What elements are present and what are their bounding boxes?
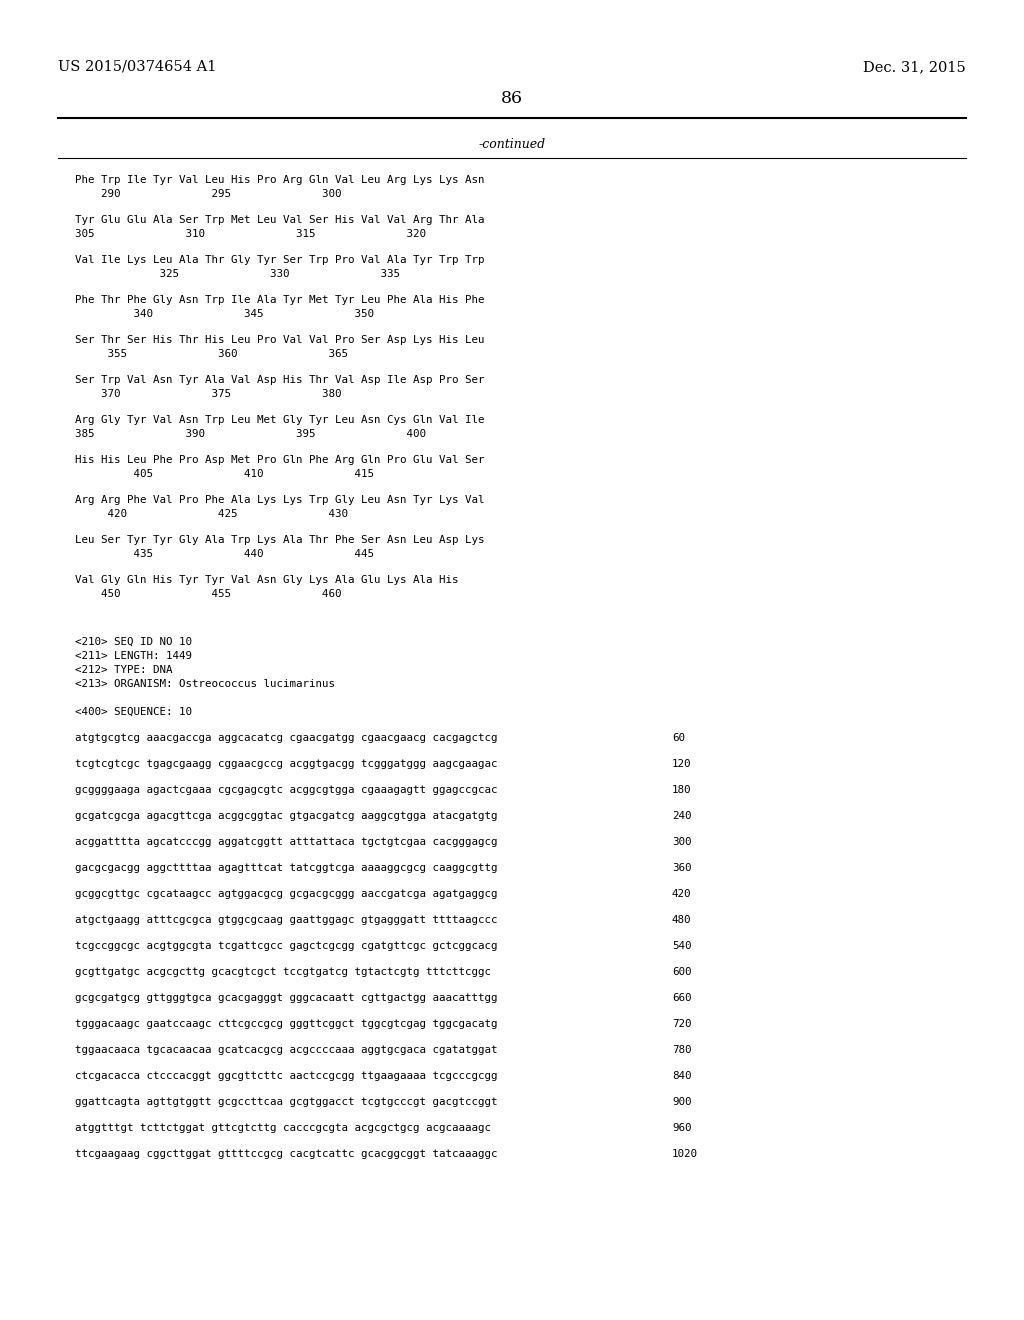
Text: 370              375              380: 370 375 380 (75, 389, 341, 399)
Text: Ser Thr Ser His Thr His Leu Pro Val Val Pro Ser Asp Lys His Leu: Ser Thr Ser His Thr His Leu Pro Val Val … (75, 335, 484, 345)
Text: 120: 120 (672, 759, 691, 770)
Text: tggaacaaca tgcacaacaa gcatcacgcg acgccccaaa aggtgcgaca cgatatggat: tggaacaaca tgcacaacaa gcatcacgcg acgcccc… (75, 1045, 498, 1055)
Text: <400> SEQUENCE: 10: <400> SEQUENCE: 10 (75, 708, 193, 717)
Text: 435              440              445: 435 440 445 (75, 549, 374, 558)
Text: gcggcgttgc cgcataagcc agtggacgcg gcgacgcggg aaccgatcga agatgaggcg: gcggcgttgc cgcataagcc agtggacgcg gcgacgc… (75, 888, 498, 899)
Text: 840: 840 (672, 1071, 691, 1081)
Text: Arg Gly Tyr Val Asn Trp Leu Met Gly Tyr Leu Asn Cys Gln Val Ile: Arg Gly Tyr Val Asn Trp Leu Met Gly Tyr … (75, 414, 484, 425)
Text: 540: 540 (672, 941, 691, 950)
Text: 405              410              415: 405 410 415 (75, 469, 374, 479)
Text: Arg Arg Phe Val Pro Phe Ala Lys Lys Trp Gly Leu Asn Tyr Lys Val: Arg Arg Phe Val Pro Phe Ala Lys Lys Trp … (75, 495, 484, 506)
Text: Leu Ser Tyr Tyr Gly Ala Trp Lys Ala Thr Phe Ser Asn Leu Asp Lys: Leu Ser Tyr Tyr Gly Ala Trp Lys Ala Thr … (75, 535, 484, 545)
Text: 340              345              350: 340 345 350 (75, 309, 374, 319)
Text: <213> ORGANISM: Ostreococcus lucimarinus: <213> ORGANISM: Ostreococcus lucimarinus (75, 678, 335, 689)
Text: 720: 720 (672, 1019, 691, 1030)
Text: 420: 420 (672, 888, 691, 899)
Text: 290              295              300: 290 295 300 (75, 189, 341, 199)
Text: Dec. 31, 2015: Dec. 31, 2015 (863, 59, 966, 74)
Text: US 2015/0374654 A1: US 2015/0374654 A1 (58, 59, 216, 74)
Text: tgggacaagc gaatccaagc cttcgccgcg gggttcggct tggcgtcgag tggcgacatg: tgggacaagc gaatccaagc cttcgccgcg gggttcg… (75, 1019, 498, 1030)
Text: 86: 86 (501, 90, 523, 107)
Text: 360: 360 (672, 863, 691, 873)
Text: Ser Trp Val Asn Tyr Ala Val Asp His Thr Val Asp Ile Asp Pro Ser: Ser Trp Val Asn Tyr Ala Val Asp His Thr … (75, 375, 484, 385)
Text: 480: 480 (672, 915, 691, 925)
Text: Val Ile Lys Leu Ala Thr Gly Tyr Ser Trp Pro Val Ala Tyr Trp Trp: Val Ile Lys Leu Ala Thr Gly Tyr Ser Trp … (75, 255, 484, 265)
Text: -continued: -continued (478, 139, 546, 150)
Text: tcgccggcgc acgtggcgta tcgattcgcc gagctcgcgg cgatgttcgc gctcggcacg: tcgccggcgc acgtggcgta tcgattcgcc gagctcg… (75, 941, 498, 950)
Text: 180: 180 (672, 785, 691, 795)
Text: 780: 780 (672, 1045, 691, 1055)
Text: Phe Thr Phe Gly Asn Trp Ile Ala Tyr Met Tyr Leu Phe Ala His Phe: Phe Thr Phe Gly Asn Trp Ile Ala Tyr Met … (75, 294, 484, 305)
Text: 960: 960 (672, 1123, 691, 1133)
Text: 450              455              460: 450 455 460 (75, 589, 341, 599)
Text: 355              360              365: 355 360 365 (75, 348, 348, 359)
Text: Phe Trp Ile Tyr Val Leu His Pro Arg Gln Val Leu Arg Lys Lys Asn: Phe Trp Ile Tyr Val Leu His Pro Arg Gln … (75, 176, 484, 185)
Text: acggatttta agcatcccgg aggatcggtt atttattaca tgctgtcgaa cacgggagcg: acggatttta agcatcccgg aggatcggtt atttatt… (75, 837, 498, 847)
Text: <212> TYPE: DNA: <212> TYPE: DNA (75, 665, 172, 675)
Text: tcgtcgtcgc tgagcgaagg cggaacgccg acggtgacgg tcgggatggg aagcgaagac: tcgtcgtcgc tgagcgaagg cggaacgccg acggtga… (75, 759, 498, 770)
Text: atgtgcgtcg aaacgaccga aggcacatcg cgaacgatgg cgaacgaacg cacgagctcg: atgtgcgtcg aaacgaccga aggcacatcg cgaacga… (75, 733, 498, 743)
Text: 305              310              315              320: 305 310 315 320 (75, 228, 426, 239)
Text: <211> LENGTH: 1449: <211> LENGTH: 1449 (75, 651, 193, 661)
Text: ttcgaagaag cggcttggat gttttccgcg cacgtcattc gcacggcggt tatcaaaggc: ttcgaagaag cggcttggat gttttccgcg cacgtca… (75, 1148, 498, 1159)
Text: Val Gly Gln His Tyr Tyr Val Asn Gly Lys Ala Glu Lys Ala His: Val Gly Gln His Tyr Tyr Val Asn Gly Lys … (75, 576, 459, 585)
Text: 60: 60 (672, 733, 685, 743)
Text: His His Leu Phe Pro Asp Met Pro Gln Phe Arg Gln Pro Glu Val Ser: His His Leu Phe Pro Asp Met Pro Gln Phe … (75, 455, 484, 465)
Text: 600: 600 (672, 968, 691, 977)
Text: 325              330              335: 325 330 335 (75, 269, 400, 279)
Text: 660: 660 (672, 993, 691, 1003)
Text: 420              425              430: 420 425 430 (75, 510, 348, 519)
Text: 1020: 1020 (672, 1148, 698, 1159)
Text: gcgttgatgc acgcgcttg gcacgtcgct tccgtgatcg tgtactcgtg tttcttcggc: gcgttgatgc acgcgcttg gcacgtcgct tccgtgat… (75, 968, 490, 977)
Text: 900: 900 (672, 1097, 691, 1107)
Text: gacgcgacgg aggcttttaa agagtttcat tatcggtcga aaaaggcgcg caaggcgttg: gacgcgacgg aggcttttaa agagtttcat tatcggt… (75, 863, 498, 873)
Text: atggtttgt tcttctggat gttcgtcttg cacccgcgta acgcgctgcg acgcaaaagc: atggtttgt tcttctggat gttcgtcttg cacccgcg… (75, 1123, 490, 1133)
Text: Tyr Glu Glu Ala Ser Trp Met Leu Val Ser His Val Val Arg Thr Ala: Tyr Glu Glu Ala Ser Trp Met Leu Val Ser … (75, 215, 484, 224)
Text: atgctgaagg atttcgcgca gtggcgcaag gaattggagc gtgagggatt ttttaagccc: atgctgaagg atttcgcgca gtggcgcaag gaattgg… (75, 915, 498, 925)
Text: 300: 300 (672, 837, 691, 847)
Text: ctcgacacca ctcccacggt ggcgttcttc aactccgcgg ttgaagaaaa tcgcccgcgg: ctcgacacca ctcccacggt ggcgttcttc aactccg… (75, 1071, 498, 1081)
Text: gcggggaaga agactcgaaa cgcgagcgtc acggcgtgga cgaaagagtt ggagccgcac: gcggggaaga agactcgaaa cgcgagcgtc acggcgt… (75, 785, 498, 795)
Text: gcgcgatgcg gttgggtgca gcacgagggt gggcacaatt cgttgactgg aaacatttgg: gcgcgatgcg gttgggtgca gcacgagggt gggcaca… (75, 993, 498, 1003)
Text: ggattcagta agttgtggtt gcgccttcaa gcgtggacct tcgtgcccgt gacgtccggt: ggattcagta agttgtggtt gcgccttcaa gcgtgga… (75, 1097, 498, 1107)
Text: 385              390              395              400: 385 390 395 400 (75, 429, 426, 440)
Text: gcgatcgcga agacgttcga acggcggtac gtgacgatcg aaggcgtgga atacgatgtg: gcgatcgcga agacgttcga acggcggtac gtgacga… (75, 810, 498, 821)
Text: <210> SEQ ID NO 10: <210> SEQ ID NO 10 (75, 638, 193, 647)
Text: 240: 240 (672, 810, 691, 821)
